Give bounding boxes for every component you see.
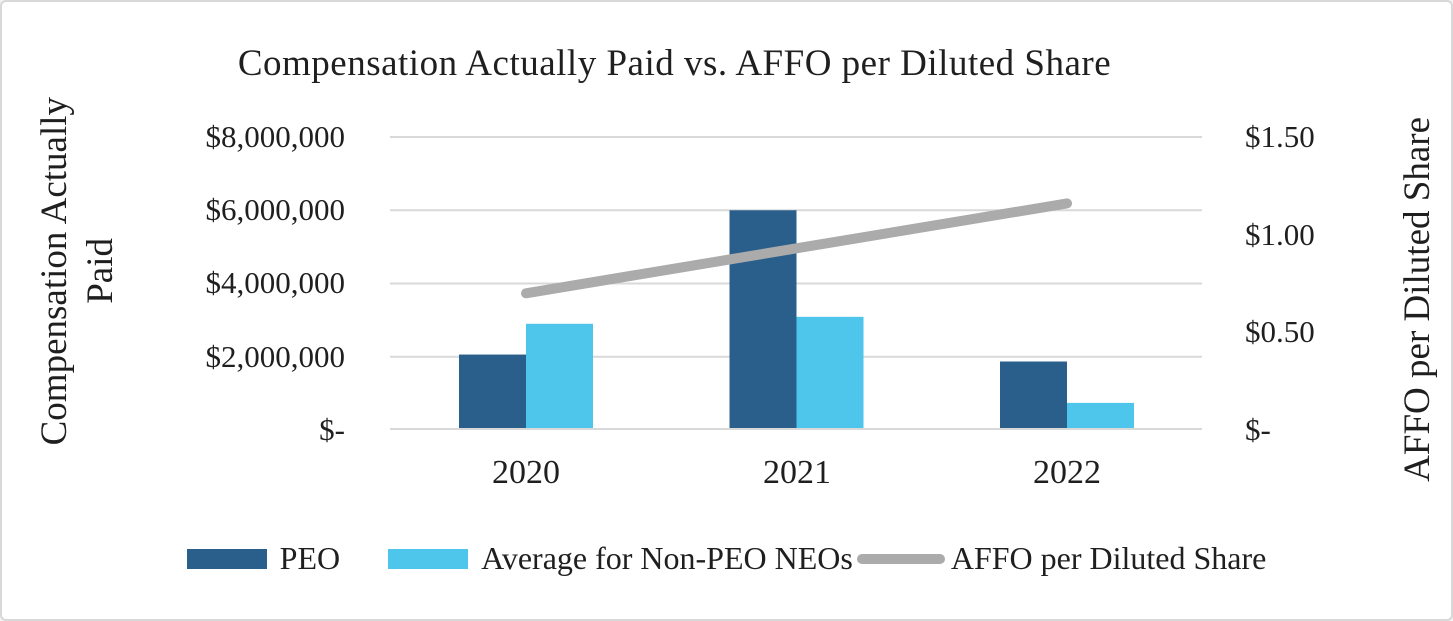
bar-peo-2020 (459, 354, 526, 430)
legend-label-non-peo: Average for Non-PEO NEOs (481, 540, 853, 576)
left-axis-tick-zero: $- (319, 412, 345, 447)
legend-label-affo: AFFO per Diluted Share (950, 540, 1267, 576)
bar-non-peo-2020 (526, 323, 593, 430)
left-axis-tick-6m: $6,000,000 (205, 192, 346, 227)
plot-area (390, 136, 1202, 430)
left-axis-tick-8m: $8,000,000 (205, 119, 346, 154)
right-axis-tick-zero: $- (1245, 412, 1271, 447)
left-axis-tick-4m: $4,000,000 (205, 265, 346, 300)
legend-item-peo: PEO (186, 540, 341, 577)
legend-item-affo: AFFO per Diluted Share (856, 540, 1267, 577)
left-axis-title-line1: Compensation Actually (33, 96, 75, 446)
legend-swatch-affo-line (856, 553, 945, 564)
legend-label-peo: PEO (279, 540, 341, 576)
left-axis-tick-2m: $2,000,000 (205, 339, 346, 374)
right-axis-tick-150: $1.50 (1245, 119, 1315, 154)
x-axis-label-2022: 2022 (1033, 454, 1101, 491)
x-axis-label-2020: 2020 (492, 454, 560, 491)
bar-non-peo-2022 (1067, 402, 1134, 430)
legend-swatch-peo (186, 548, 267, 569)
legend: PEO Average for Non-PEO NEOs AFFO per Di… (2, 540, 1451, 577)
right-axis-tick-100: $1.00 (1245, 217, 1315, 252)
legend-item-non-peo: Average for Non-PEO NEOs (388, 540, 853, 577)
bar-peo-2021 (729, 210, 797, 430)
right-axis-tick-050: $0.50 (1245, 314, 1315, 349)
bar-non-peo-2021 (796, 316, 864, 430)
affo-line (521, 198, 1072, 299)
plot-svg (390, 136, 1202, 430)
bar-peo-2022 (1000, 361, 1067, 430)
chart-title: Compensation Actually Paid vs. AFFO per … (237, 43, 1112, 84)
legend-swatch-non-peo (388, 548, 469, 569)
x-axis-label-2021: 2021 (763, 454, 831, 491)
